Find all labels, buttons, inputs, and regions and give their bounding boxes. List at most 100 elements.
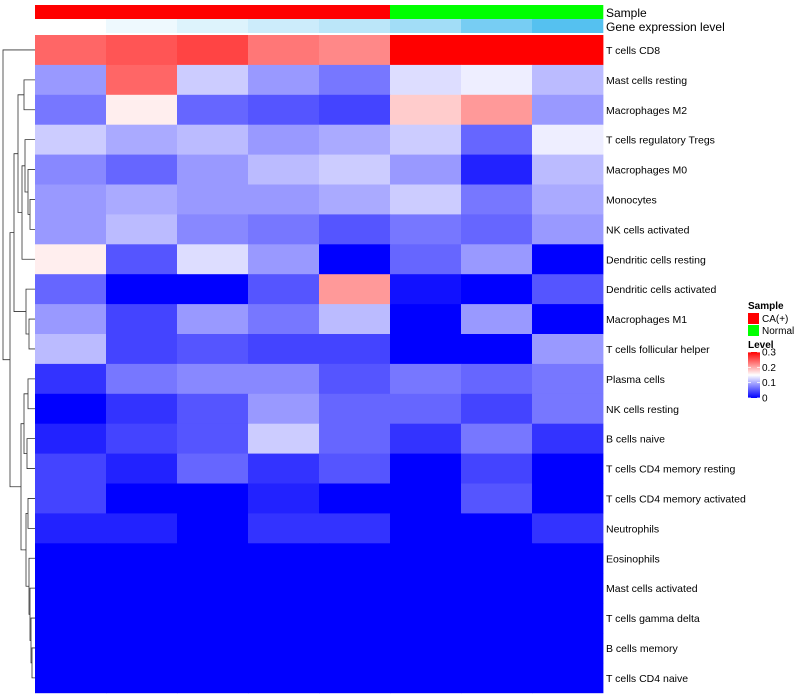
heatmap-cell <box>461 423 533 454</box>
heatmap-cell <box>532 423 604 454</box>
sample-annotation-cell <box>177 5 249 19</box>
legend-level-title: Level <box>748 340 774 351</box>
heatmap-cell <box>106 64 178 96</box>
heatmap-cell <box>35 393 107 425</box>
heatmap-cell <box>177 543 249 574</box>
sample-annotation-cell <box>532 5 604 19</box>
heatmap-cell <box>35 633 107 664</box>
heatmap-cell <box>177 244 249 275</box>
heatmap-cell <box>106 573 178 604</box>
heatmap-cell <box>177 662 249 694</box>
heatmap-cell <box>106 154 178 185</box>
legend-tick-label: 0.3 <box>762 348 776 359</box>
heatmap-cell <box>248 274 320 305</box>
heatmap-cell <box>319 124 391 155</box>
heatmap-cell <box>35 453 107 484</box>
legend-swatch <box>748 313 759 324</box>
heatmap-cell <box>390 304 462 335</box>
heatmap-cell <box>319 35 391 66</box>
heatmap-cell <box>532 603 604 634</box>
heatmap-cell <box>248 453 320 484</box>
heatmap-cell <box>106 244 178 275</box>
legend-sample-title: Sample <box>748 301 784 312</box>
heatmap-cell <box>319 393 391 425</box>
heatmap-cell <box>35 603 107 634</box>
legend-tick-label: 0.2 <box>762 363 776 374</box>
heatmap-cell <box>532 573 604 604</box>
dendrogram-branch-5 <box>25 513 29 587</box>
heatmap-cell <box>106 184 178 215</box>
row-label: Macrophages M1 <box>606 314 687 326</box>
heatmap-cell <box>106 214 178 245</box>
sample-annotation-cell <box>106 5 178 19</box>
heatmap-cell <box>177 633 249 664</box>
heatmap-cell <box>390 154 462 185</box>
row-label: Dendritic cells resting <box>606 254 706 266</box>
heatmap-cell <box>532 124 604 155</box>
heatmap-cell <box>532 633 604 664</box>
legend-entry-label: Normal <box>762 326 794 337</box>
heatmap-cell <box>390 35 462 66</box>
row-label: Macrophages M0 <box>606 165 687 177</box>
heatmap-cell <box>319 214 391 245</box>
heatmap-cell <box>532 363 604 395</box>
heatmap-cell <box>319 334 391 365</box>
heatmap-cell <box>177 334 249 365</box>
dendrogram-branch-10 <box>28 318 35 350</box>
heatmap-cell <box>461 64 533 96</box>
heatmap-cell <box>35 513 107 544</box>
heatmap-cell <box>177 274 249 305</box>
heatmap-cell <box>106 304 178 335</box>
heatmap-cell <box>461 393 533 425</box>
heatmap-cell <box>106 274 178 305</box>
heatmap-cell <box>248 214 320 245</box>
heatmap-cell <box>35 334 107 365</box>
heatmap-cell <box>390 64 462 96</box>
dendrogram-branch-9 <box>20 423 26 551</box>
gene-level-annotation-cell <box>532 19 604 33</box>
heatmap-cell <box>177 154 249 185</box>
heatmap-cell <box>532 214 604 245</box>
gene-level-annotation-cell <box>390 19 462 33</box>
heatmap-cell <box>106 35 178 66</box>
heatmap-cell <box>461 633 533 664</box>
heatmap-cell <box>319 184 391 215</box>
dendrogram-branch-20 <box>2 49 35 361</box>
heatmap-cell <box>532 35 604 66</box>
heatmap-cell <box>319 453 391 484</box>
heatmap-cell <box>177 35 249 66</box>
heatmap-cells <box>35 35 604 694</box>
heatmap-cell <box>177 453 249 484</box>
heatmap-cell <box>35 274 107 305</box>
heatmap-cell <box>248 94 320 126</box>
gene-level-annotation-cell <box>319 19 391 33</box>
heatmap-cell <box>319 94 391 126</box>
heatmap-cell <box>248 603 320 634</box>
heatmap-cell <box>35 214 107 245</box>
heatmap-cell <box>35 573 107 604</box>
heatmap-cell <box>177 64 249 96</box>
heatmap-cell <box>106 603 178 634</box>
gene-level-annotation-cell <box>106 19 178 33</box>
heatmap-cell <box>461 124 533 155</box>
dendrogram-branch-0 <box>31 647 35 679</box>
heatmap-cell <box>461 154 533 185</box>
heatmap-cell <box>461 334 533 365</box>
heatmap-cell <box>461 244 533 275</box>
heatmap-cell <box>248 513 320 544</box>
heatmap-cell <box>177 603 249 634</box>
heatmap-cell <box>532 244 604 275</box>
row-label: T cells CD8 <box>606 45 660 57</box>
row-label: Macrophages M2 <box>606 105 687 117</box>
heatmap-cell <box>390 393 462 425</box>
heatmap-cell <box>177 124 249 155</box>
heatmap-cell <box>390 334 462 365</box>
heatmap-cell <box>106 543 178 574</box>
heatmap-cell <box>390 543 462 574</box>
heatmap-cell <box>319 244 391 275</box>
heatmap-cell <box>390 184 462 215</box>
legend-swatch <box>748 325 759 336</box>
heatmap-cell <box>177 423 249 454</box>
